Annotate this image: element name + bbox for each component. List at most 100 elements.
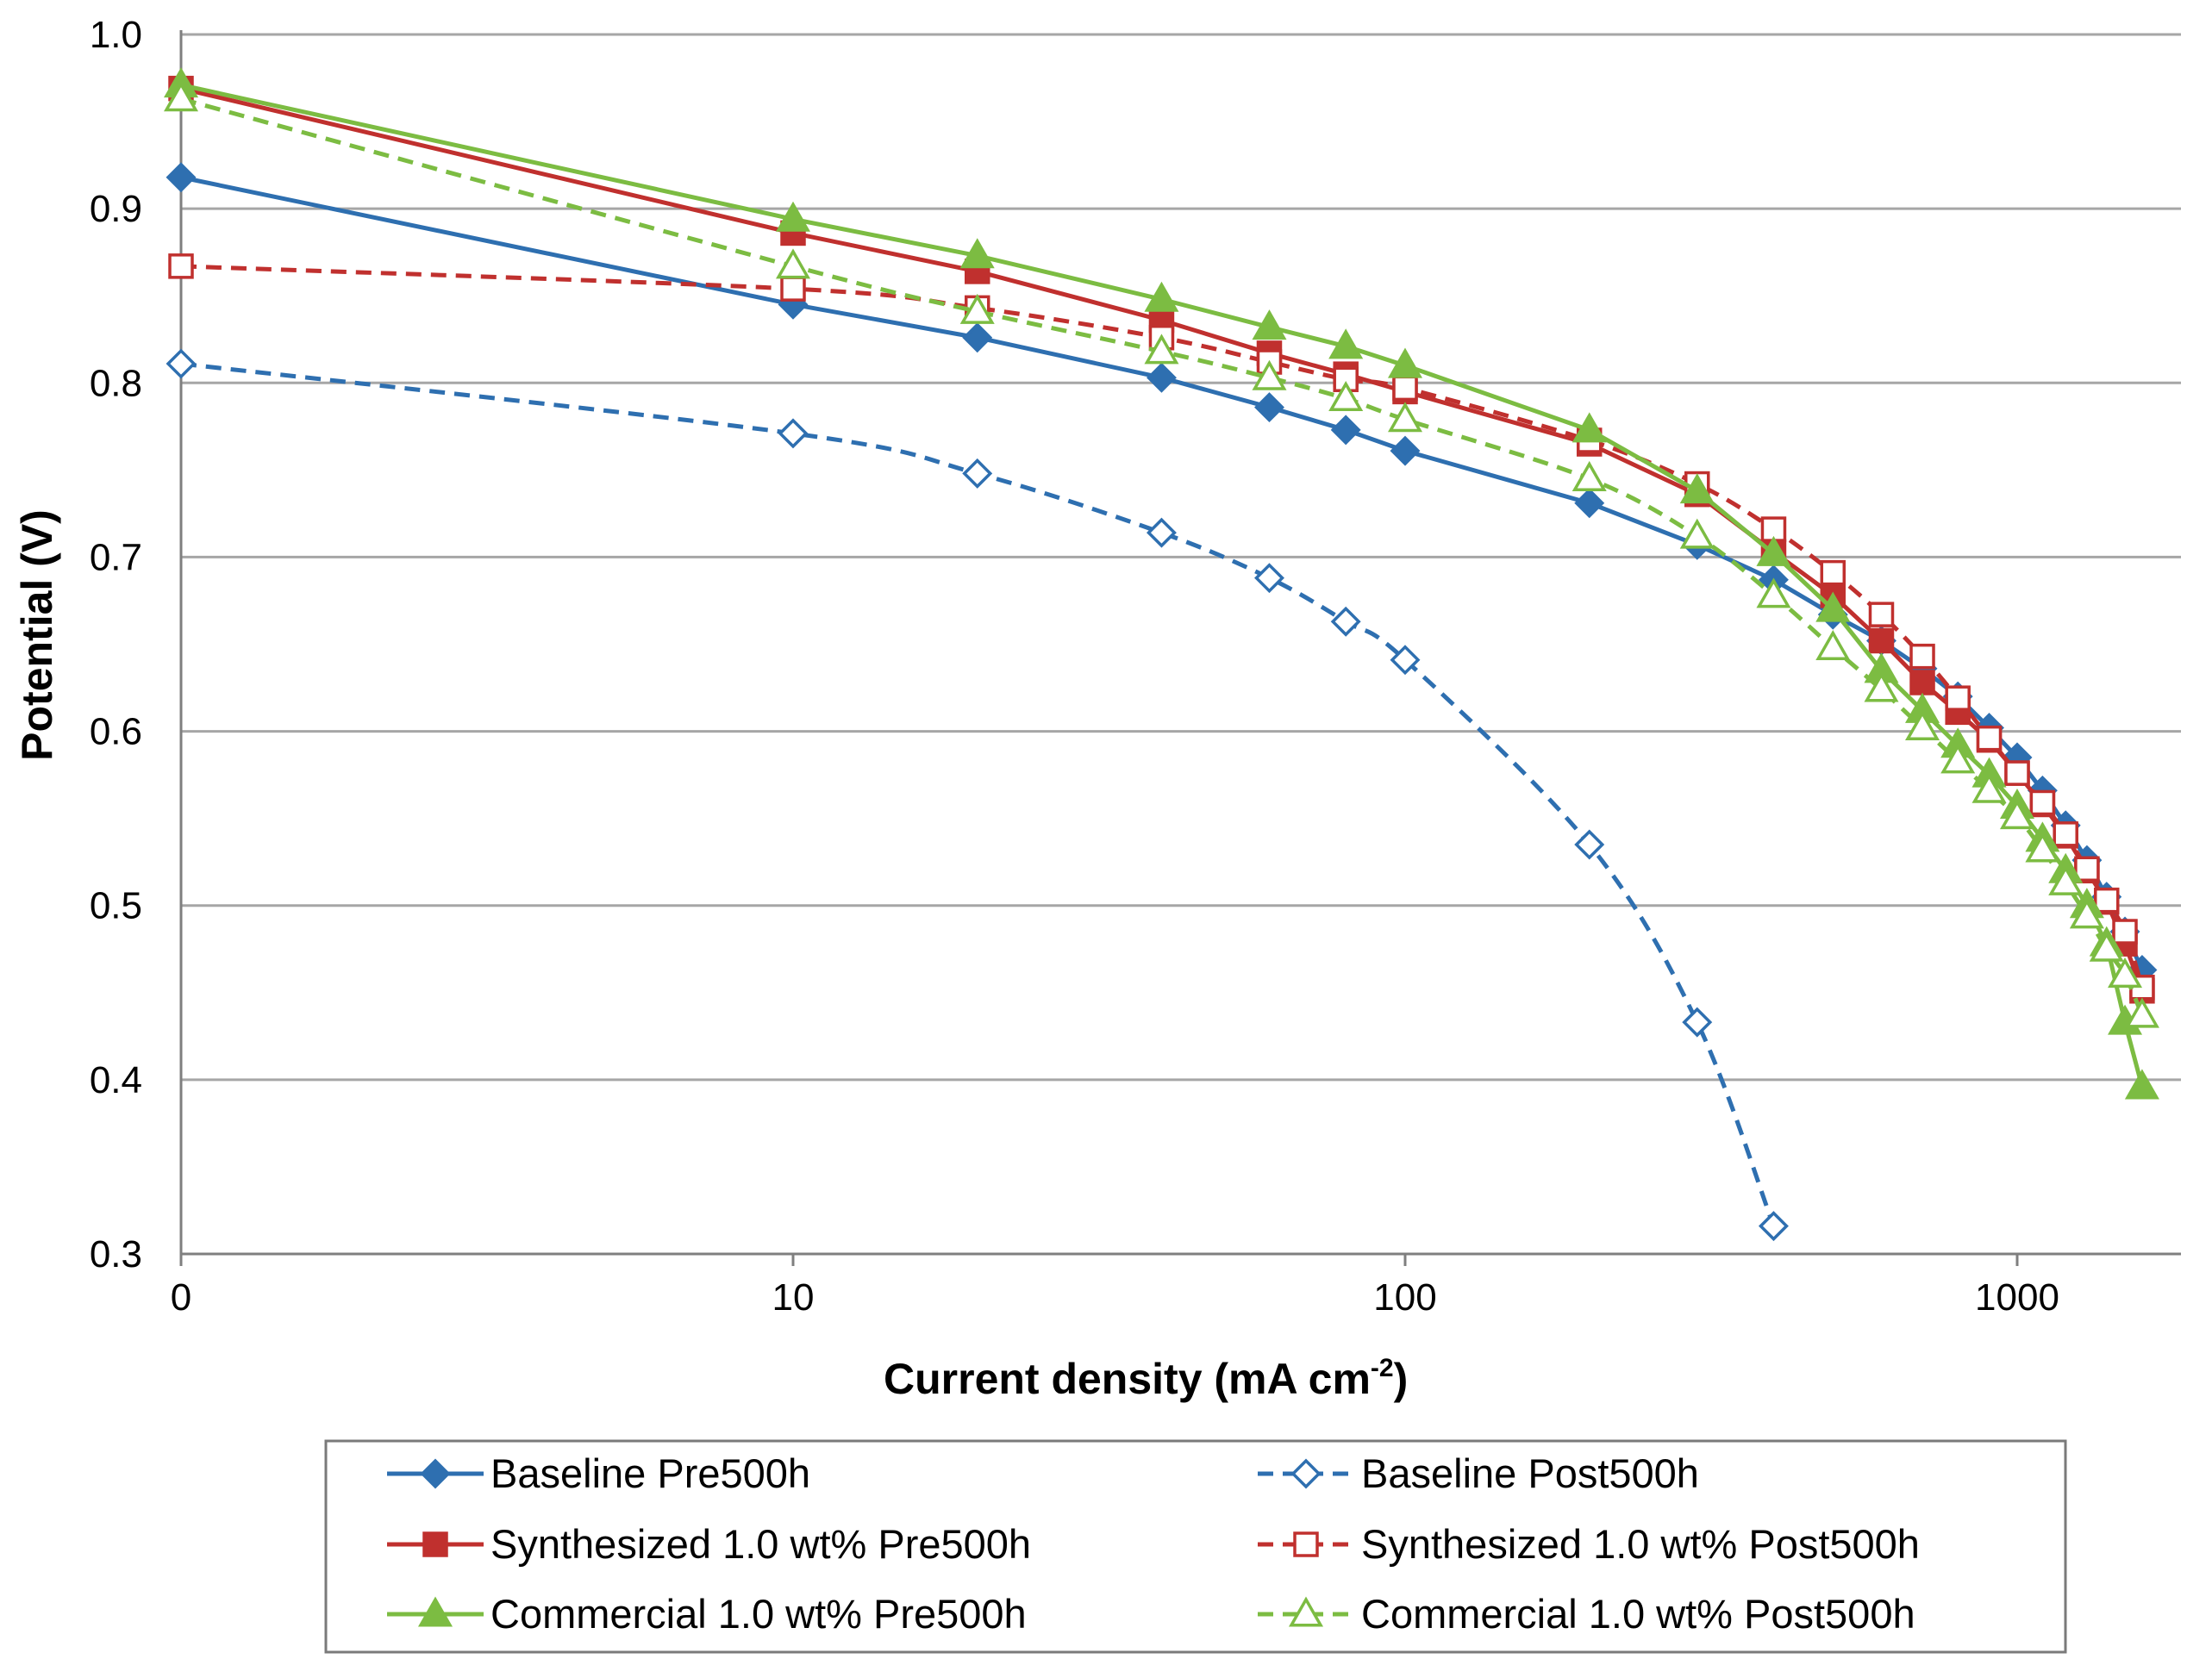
data-point [1144,281,1179,312]
axes [179,30,2181,1256]
x-tick-labels: 0 10 100 1000 [171,1254,2059,1319]
data-point [2094,887,2120,914]
data-point [2108,957,2143,989]
legend-label: Baseline Post500h [1361,1450,1699,1496]
data-point [1390,645,1421,676]
data-point [1682,1007,1713,1038]
legend-item-synthesized-1-0-wt-post500h: Synthesized 1.0 wt% Post500h [1258,1521,1920,1567]
data-point [166,162,197,193]
data-point [1387,347,1423,378]
data-point [1940,743,1976,774]
legend-item-synthesized-1-0-wt-pre500h: Synthesized 1.0 wt% Pre500h [387,1521,1031,1567]
legend-marker [1288,1596,1324,1627]
y-tick-label: 1.0 [90,14,142,56]
data-point [2048,864,2084,895]
x-tick-label: 10 [772,1276,815,1319]
legend-label: Commercial 1.0 wt% Pre500h [491,1591,1027,1637]
legend-label: Commercial 1.0 wt% Post500h [1361,1591,1915,1637]
data-point [2069,898,2104,929]
y-tick-label: 0.8 [90,362,142,404]
data-point [1252,309,1287,340]
data-point [1864,671,1899,702]
data-point [1971,772,2007,803]
legend-item-commercial-1-0-wt-post500h: Commercial 1.0 wt% Post500h [1258,1591,1915,1637]
x-tick-label: 1000 [1975,1276,2059,1319]
data-point [1758,1211,1789,1242]
data-point [1252,359,1287,390]
data-point [1254,563,1284,594]
data-point [962,322,993,353]
legend-marker [420,1458,451,1489]
y-tick-label: 0.7 [90,536,142,578]
data-point [2025,832,2060,863]
x-tick-label: 0 [171,1276,191,1319]
data-point [1574,488,1605,519]
data-point [1976,725,2003,752]
data-point [2029,789,2056,816]
data-point [1909,643,1935,670]
data-point [2089,931,2124,962]
y-tick-labels: 0.3 0.4 0.5 0.6 0.7 0.8 0.9 1.0 [90,14,142,1275]
data-point [2124,1069,2159,1100]
series-baseline-post500h [166,348,1789,1242]
data-point [2004,760,2030,786]
y-tick-label: 0.3 [90,1233,142,1275]
y-tick-label: 0.9 [90,188,142,230]
data-point [1756,577,1791,608]
data-point [1574,829,1605,860]
data-point [959,238,995,269]
data-point [2074,856,2100,883]
legend-item-commercial-1-0-wt-pre500h: Commercial 1.0 wt% Pre500h [387,1591,1027,1637]
data-point [1820,559,1846,586]
legend-label: Synthesized 1.0 wt% Post500h [1361,1521,1920,1567]
data-point [1328,328,1364,359]
legend-box [324,1439,2067,1654]
y-tick-label: 0.4 [90,1059,142,1101]
data-point [1254,392,1284,423]
data-point [1392,375,1418,402]
data-point [775,248,811,279]
data-point [2112,919,2138,945]
data-point [1572,412,1607,443]
legend: Baseline Pre500h Synthesized 1.0 wt% Pre5… [387,1450,1920,1637]
x-tick-label: 100 [1373,1276,1436,1319]
data-point [1572,460,1607,491]
data-point [1328,380,1364,411]
data-point [1815,591,1851,622]
data-point [2124,997,2159,1028]
data-point [1868,602,1895,627]
data-point [1945,685,1971,711]
data-point [1756,535,1791,566]
y-axis-title: Potential (V) [13,509,61,761]
data-point [1679,518,1715,549]
legend-item-baseline-post500h: Baseline Post500h [1258,1450,1699,1496]
data-point [2053,821,2078,847]
data-point [780,276,806,302]
x-axis-title: Current density (mA cm-2) [884,1354,1408,1403]
data-point [959,293,995,324]
data-point [1679,473,1715,504]
data-series [163,67,2159,1242]
legend-marker [417,1596,453,1627]
data-point [1330,415,1361,446]
data-point [1146,362,1177,393]
series-commercial-1-0-wt-post500h [163,81,2159,1028]
y-tick-label: 0.6 [90,711,142,753]
legend-label: Synthesized 1.0 wt% Pre500h [491,1521,1031,1567]
data-point [1390,435,1421,466]
data-point [778,418,809,449]
data-point [168,253,194,279]
y-tick-label: 0.5 [90,885,142,927]
data-point [1815,630,1851,661]
data-point [1999,799,2035,830]
legend-marker [422,1531,448,1557]
legend-item-baseline-pre500h: Baseline Pre500h [387,1450,810,1496]
data-point [1868,627,1895,654]
data-point [1387,402,1423,433]
legend-marker [1290,1458,1322,1489]
data-point [1144,334,1179,365]
data-point [1905,710,1940,741]
data-point [163,81,199,112]
